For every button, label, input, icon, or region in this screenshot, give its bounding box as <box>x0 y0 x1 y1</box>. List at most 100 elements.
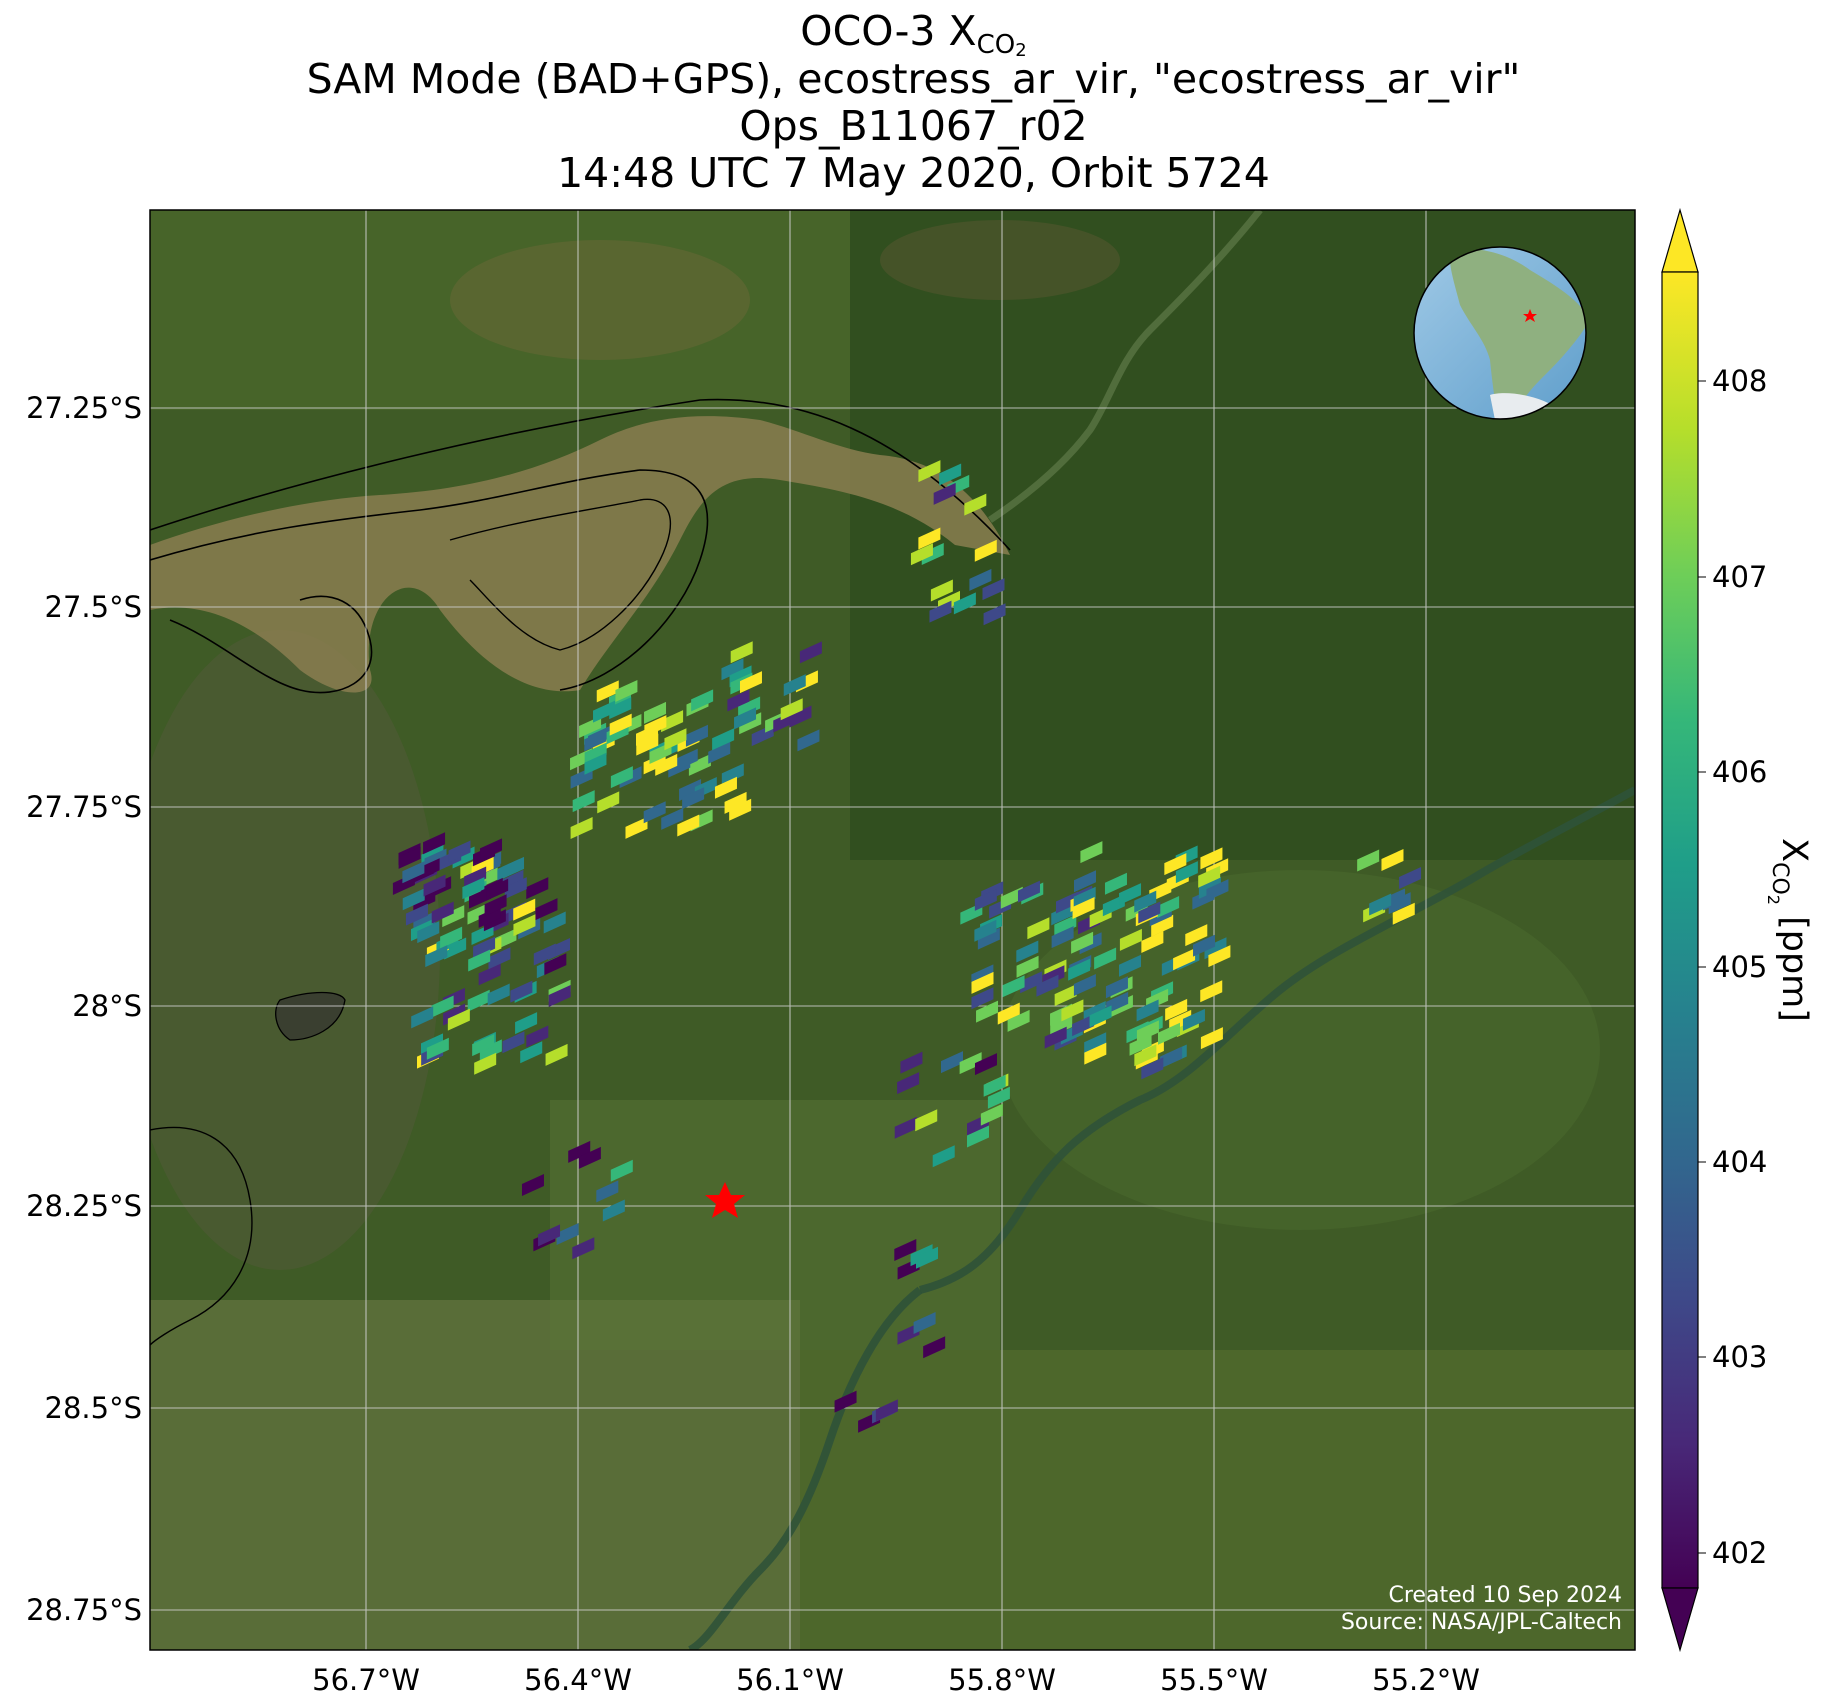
xco2-sounding <box>967 1125 990 1148</box>
xco2-sounding <box>1357 849 1380 872</box>
colorbar-extend-max <box>1661 207 1699 273</box>
xco2-sounding <box>915 1246 938 1269</box>
xco2-sounding <box>402 861 425 884</box>
xco2-sounding <box>1119 883 1142 906</box>
xco2-sounding <box>625 816 648 839</box>
credit-source: Source: NASA/JPL-Caltech <box>1340 1610 1622 1635</box>
xco2-sounding <box>643 801 666 824</box>
xco2-sounding <box>572 1237 595 1260</box>
xco2-sounding <box>1141 930 1164 953</box>
xco2-sounding <box>462 877 485 900</box>
xco2-sounding <box>417 921 440 944</box>
xco2-sounding <box>411 1006 434 1029</box>
xco2-sounding <box>1200 980 1223 1003</box>
xco2-sounding <box>543 911 566 934</box>
reservoir <box>150 416 1010 693</box>
xco2-sounding <box>479 1039 502 1062</box>
xco2-sounding <box>983 1074 1006 1097</box>
xco2-sounding <box>688 753 711 776</box>
xco2-sounding <box>1072 1014 1095 1037</box>
xco2-sounding <box>1392 902 1415 925</box>
xco2-sounding <box>983 603 1006 626</box>
xco2-sounding <box>780 698 803 721</box>
xco2-sounding <box>894 1238 917 1261</box>
xco2-sounding <box>1204 937 1227 960</box>
xco2-sounding <box>721 763 744 786</box>
xco2-sounding <box>535 898 558 921</box>
xco2-sounding <box>977 927 1000 950</box>
xco2-sounding <box>579 715 602 738</box>
xco2-sounding <box>398 846 421 869</box>
credit-created: Created 10 Sep 2024 <box>1388 1583 1623 1608</box>
colorbar-tick-label: 407 <box>1712 560 1767 594</box>
xco2-sounding <box>431 901 454 924</box>
xco2-sounding <box>597 791 620 814</box>
colorbar-tick-label: 405 <box>1712 950 1767 984</box>
xco2-sounding <box>964 493 987 516</box>
xco2-sounding <box>609 697 632 720</box>
xco2-sounding <box>1016 940 1039 963</box>
xco2-sounding <box>691 689 714 712</box>
xco2-sounding <box>727 689 750 712</box>
xco2-sounding <box>1129 1033 1152 1056</box>
title-line-2: SAM Mode (BAD+GPS), ecostress_ar_vir, "e… <box>306 55 1521 103</box>
xco2-sounding <box>1104 872 1127 895</box>
xco2-sounding <box>526 1025 549 1048</box>
xco2-sounding <box>1072 897 1095 920</box>
xco2-sounding <box>929 600 952 623</box>
xco2-sounding <box>570 816 593 839</box>
xco2-sounding <box>464 866 487 889</box>
xco2-sounding <box>1141 1057 1164 1080</box>
xco2-sounding <box>488 947 511 970</box>
xco2-sounding <box>997 1002 1020 1025</box>
xco2-sounding <box>1105 976 1128 999</box>
xco2-sounding <box>685 724 708 747</box>
inset-globe <box>1413 246 1587 420</box>
xco2-sounding <box>675 748 698 771</box>
lon-tick-label: 56.7°W <box>312 1663 420 1697</box>
xco2-sounding <box>1068 958 1091 981</box>
xco2-sounding <box>425 945 448 968</box>
xco2-sounding <box>609 713 632 736</box>
xco2-sounding <box>588 725 611 748</box>
colorbar-ticks: 402 403 404 405 406 407 408 <box>1698 364 1767 1570</box>
xco2-sounding <box>1193 934 1216 957</box>
xco2-sounding <box>544 953 567 976</box>
xco2-sounding <box>405 903 428 926</box>
xco2-sounding <box>1134 890 1157 913</box>
xco2-sounding <box>953 592 976 615</box>
xco2-sounding <box>1136 999 1159 1022</box>
xco2-sounding <box>1000 886 1023 909</box>
lat-tick-label: 27.25°S <box>26 391 142 425</box>
xco2-sounding <box>1369 893 1392 916</box>
xco2-sounding <box>1206 879 1229 902</box>
xco2-sounding <box>474 1052 497 1075</box>
xco2-sounding <box>1051 926 1074 949</box>
xco2-sounding <box>932 1145 955 1168</box>
xco2-sounding <box>1185 924 1208 947</box>
xco2-sounding <box>1007 1009 1030 1032</box>
xco2-sounding <box>1017 880 1040 903</box>
xco2-sounding <box>1061 999 1084 1022</box>
colorbar-ramp <box>1661 271 1699 1589</box>
xco2-sounding <box>734 707 757 730</box>
xco2-sounding <box>655 753 678 776</box>
xco2-sounding <box>426 1037 449 1060</box>
xco2-sounding <box>572 790 595 813</box>
xco2-sounding <box>448 840 471 863</box>
xco2-sounding <box>469 886 492 909</box>
xco2-sounding <box>1054 914 1077 937</box>
xco2-sounding <box>714 776 737 799</box>
xco2-sounding <box>1002 975 1025 998</box>
xco2-sounding <box>969 568 992 591</box>
xco2-sounding <box>1073 973 1096 996</box>
lon-tick-label: 55.5°W <box>1160 1663 1268 1697</box>
xco2-sounding <box>900 1051 923 1074</box>
xco2-sounding <box>480 838 503 861</box>
xco2-sounding <box>1044 1026 1067 1049</box>
xco2-sounding <box>1138 901 1161 924</box>
xco2-sounding <box>1175 861 1198 884</box>
xco2-sounding <box>467 989 490 1012</box>
xco2-sounding <box>897 1072 920 1095</box>
xco2-sounding <box>420 1033 443 1056</box>
